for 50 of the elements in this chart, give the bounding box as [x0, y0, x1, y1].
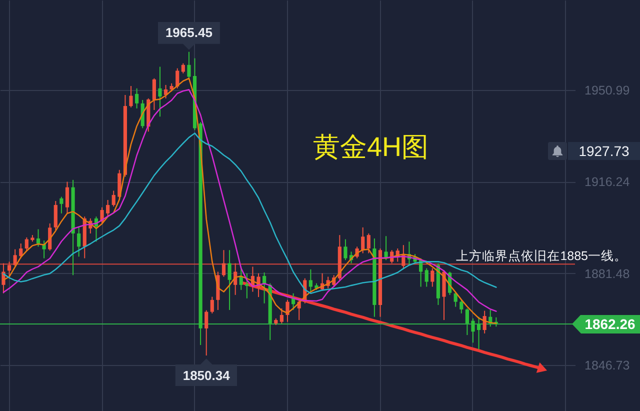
- candlestick: [222, 250, 226, 278]
- candlestick: [239, 266, 243, 290]
- candlestick: [134, 88, 139, 109]
- candlestick: [210, 296, 214, 314]
- annotation: 1965.45: [165, 25, 212, 40]
- ref-line-label: 1862.26: [584, 316, 636, 332]
- candlestick: [366, 232, 370, 254]
- candlestick: [476, 316, 481, 350]
- candlestick: [48, 222, 52, 252]
- y-tick-label: 1950.99: [584, 83, 630, 98]
- text: 黄金4H图: [313, 132, 429, 162]
- candlestick: [152, 78, 156, 111]
- candlestick: [158, 66, 162, 118]
- candlestick: [460, 299, 464, 314]
- annotation: 1850.34: [182, 368, 230, 383]
- candlestick: [77, 226, 81, 258]
- candlestick: [106, 199, 110, 217]
- candlestick: [424, 268, 428, 288]
- candlestick: [454, 291, 458, 308]
- candlestick: [245, 272, 249, 299]
- candlestick: [7, 261, 12, 278]
- candlestick: [13, 248, 17, 268]
- candlestick: [471, 318, 475, 344]
- annotation: 上方临界点依旧在1885一线。: [456, 248, 627, 264]
- candlestick: [286, 299, 290, 322]
- candlestick: [24, 236, 28, 252]
- y-tick-label: 1916.24: [584, 175, 630, 190]
- candlestick: [187, 51, 191, 79]
- candlestick: [54, 200, 58, 231]
- candlestick: [204, 310, 208, 356]
- candlestick: [60, 196, 64, 214]
- candlestick: [100, 206, 104, 224]
- candlestick: [129, 86, 133, 108]
- candlestick: [2, 262, 6, 294]
- candlestick: [65, 181, 70, 214]
- candlestick: [228, 250, 232, 310]
- candlestick: [36, 228, 40, 248]
- candlestick: [19, 242, 23, 259]
- candlestick: [112, 190, 116, 208]
- price-tag: 1927.73: [568, 142, 640, 160]
- candlestick: [176, 68, 180, 89]
- y-tick-label: 1846.73: [584, 358, 630, 373]
- candlestick: [280, 308, 284, 324]
- candlestick: [361, 226, 365, 254]
- candlestick: [465, 308, 469, 336]
- y-tick-label: 1881.48: [584, 266, 630, 281]
- candlestick: [308, 268, 312, 292]
- candlestick: [344, 238, 348, 261]
- candlestick: [430, 268, 434, 288]
- candlestick: [181, 62, 185, 74]
